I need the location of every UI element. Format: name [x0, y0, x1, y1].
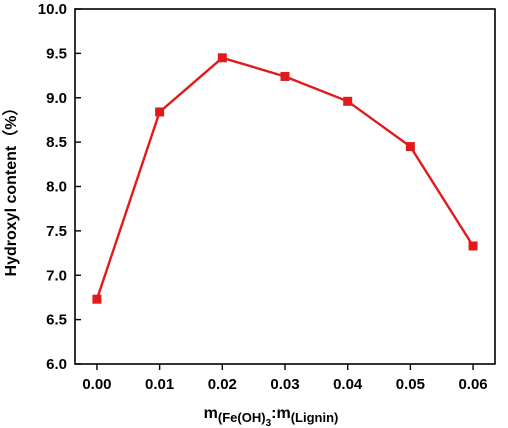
y-tick-label: 6.5: [46, 312, 67, 329]
y-axis-label: Hydroxyl content（%）: [2, 100, 20, 277]
x-tick-label: 0.06: [458, 376, 487, 393]
x-axis-ticks: 0.00 0.01 0.02 0.03 0.04 0.05 0.06: [82, 364, 488, 393]
x-tick-label: 0.04: [333, 376, 363, 393]
data-point: [217, 53, 227, 63]
y-tick-label: 6.0: [46, 356, 67, 373]
data-point: [405, 142, 415, 152]
x-tick-label: 0.01: [145, 376, 174, 393]
x-tick-label: 0.05: [396, 376, 425, 393]
y-tick-label: 8.0: [46, 179, 67, 196]
data-point: [468, 241, 478, 251]
y-tick-label: 8.5: [46, 134, 67, 151]
data-point: [155, 107, 165, 117]
y-tick-label: 9.0: [46, 90, 67, 107]
x-tick-label: 0.00: [82, 376, 111, 393]
data-point: [92, 294, 102, 304]
series-line: [95, 56, 475, 300]
y-axis-ticks: 6.0 6.5 7.0 7.5 8.0 8.5 9.0 9.5 10.0: [38, 1, 81, 373]
data-markers: [92, 53, 478, 304]
x-tick-label: 0.02: [208, 376, 237, 393]
y-tick-label: 10.0: [38, 1, 67, 18]
x-axis-label: m(Fe(OH)3:m(Lignin): [204, 405, 339, 428]
plot-frame: [74, 8, 496, 365]
data-point: [280, 71, 290, 81]
y-tick-label: 7.5: [46, 223, 67, 240]
y-tick-label: 7.0: [46, 267, 67, 284]
data-point: [343, 96, 353, 106]
y-tick-label: 9.5: [46, 45, 67, 62]
x-tick-label: 0.03: [270, 376, 299, 393]
